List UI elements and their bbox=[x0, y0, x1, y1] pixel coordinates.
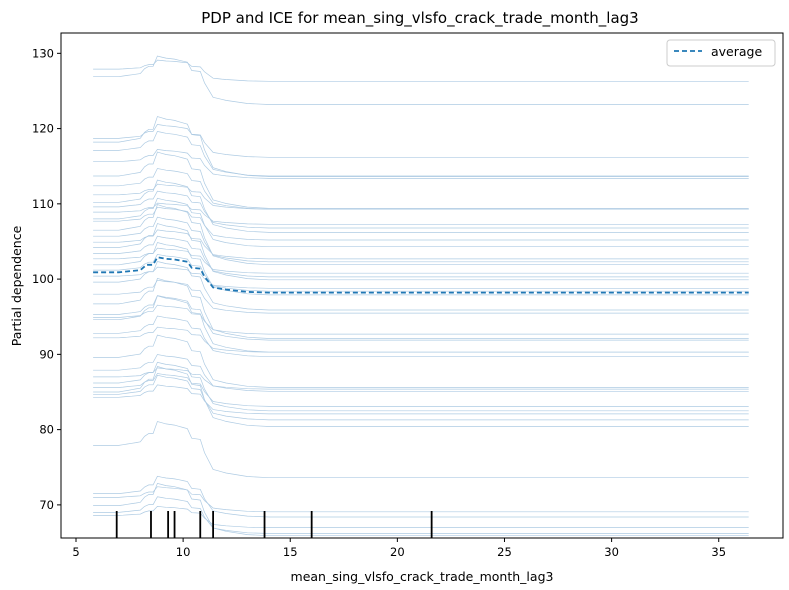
ice-line bbox=[93, 361, 749, 412]
x-tick-label: 5 bbox=[72, 545, 79, 559]
ice-line bbox=[93, 354, 749, 392]
ice-line bbox=[93, 254, 749, 292]
ice-line bbox=[93, 279, 749, 314]
x-tick-label: 30 bbox=[604, 545, 619, 559]
ice-line bbox=[93, 486, 749, 513]
chart-title: PDP and ICE for mean_sing_vlsfo_crack_tr… bbox=[201, 9, 638, 28]
ice-line bbox=[93, 216, 749, 263]
x-tick-label: 15 bbox=[283, 545, 298, 559]
ice-line bbox=[93, 206, 749, 241]
ice-line bbox=[93, 326, 749, 353]
y-tick-label: 120 bbox=[32, 122, 54, 136]
ice-line bbox=[93, 204, 749, 266]
rug-ticks bbox=[115, 511, 433, 538]
ice-line bbox=[93, 374, 749, 421]
ice-line bbox=[93, 247, 749, 274]
ice-line bbox=[93, 475, 749, 518]
y-tick-label: 100 bbox=[32, 272, 54, 286]
y-ticks: 70 80 90 100 110 120 130 bbox=[32, 46, 61, 512]
average-line bbox=[93, 256, 749, 294]
ice-line bbox=[93, 229, 749, 260]
y-tick-label: 90 bbox=[39, 347, 54, 361]
ice-line bbox=[93, 124, 749, 158]
ice-line bbox=[93, 151, 749, 209]
x-tick-label: 25 bbox=[497, 545, 512, 559]
ice-line bbox=[93, 242, 749, 296]
ice-line bbox=[93, 384, 749, 415]
x-tick-label: 35 bbox=[711, 545, 726, 559]
ice-line bbox=[93, 367, 749, 390]
ice-line bbox=[93, 179, 749, 233]
ice-line bbox=[93, 295, 749, 341]
y-axis-label: Partial dependence bbox=[9, 225, 24, 346]
ice-line bbox=[93, 202, 749, 225]
ice-line bbox=[93, 130, 749, 177]
x-tick-label: 10 bbox=[176, 545, 191, 559]
ice-line bbox=[93, 197, 749, 248]
ice-line bbox=[93, 506, 749, 528]
y-tick-label: 130 bbox=[32, 46, 54, 60]
ice-line bbox=[93, 496, 749, 534]
ice-line bbox=[93, 365, 749, 427]
ice-line bbox=[93, 183, 749, 210]
x-tick-label: 20 bbox=[390, 545, 405, 559]
ice-line bbox=[93, 261, 749, 311]
ice-line bbox=[93, 235, 749, 278]
ice-line bbox=[93, 59, 749, 82]
ice-line bbox=[93, 304, 749, 335]
ice-line bbox=[93, 334, 749, 388]
ice-line bbox=[93, 295, 749, 353]
ice-line bbox=[93, 266, 749, 289]
average-pdp-line bbox=[93, 256, 749, 294]
x-ticks: 5 10 15 20 25 30 35 bbox=[72, 538, 726, 559]
ice-line bbox=[93, 315, 749, 358]
legend: average bbox=[666, 39, 776, 67]
ice-line bbox=[93, 168, 749, 210]
ice-lines bbox=[93, 55, 749, 537]
ice-line bbox=[93, 223, 749, 281]
legend-box bbox=[666, 39, 776, 67]
legend-label: average bbox=[711, 44, 762, 59]
axes-frame bbox=[60, 32, 784, 539]
ice-line bbox=[93, 149, 749, 179]
ice-line bbox=[93, 421, 749, 479]
ice-line bbox=[93, 55, 749, 105]
x-axis-label: mean_sing_vlsfo_crack_trade_month_lag3 bbox=[291, 569, 554, 584]
ice-line bbox=[93, 116, 749, 178]
y-tick-label: 70 bbox=[39, 498, 54, 512]
ice-line bbox=[93, 373, 749, 407]
ice-line bbox=[93, 482, 749, 537]
y-tick-label: 110 bbox=[32, 197, 54, 211]
ice-line bbox=[93, 190, 749, 229]
y-tick-label: 80 bbox=[39, 423, 54, 437]
